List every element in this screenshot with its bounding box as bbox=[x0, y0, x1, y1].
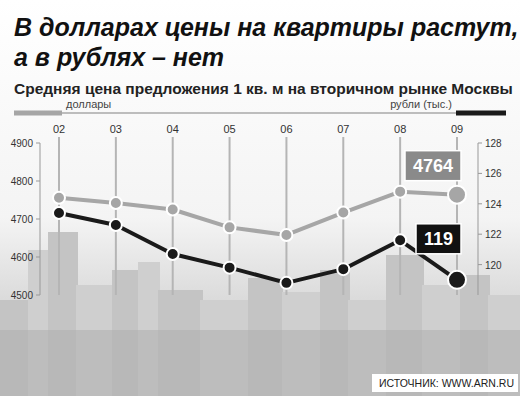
x-tick-label: 04 bbox=[167, 123, 179, 135]
y-tick bbox=[36, 143, 40, 144]
annotation-box bbox=[405, 151, 461, 181]
ground bbox=[0, 330, 520, 396]
y-tick-label: 4900 bbox=[11, 138, 34, 149]
point bbox=[337, 207, 349, 219]
grid-line bbox=[115, 137, 117, 295]
y-tick bbox=[36, 181, 40, 182]
y2-tick bbox=[478, 203, 482, 204]
title: В долларах цены на квартиры растут,а в р… bbox=[14, 13, 518, 71]
x-tick-label: 08 bbox=[394, 123, 406, 135]
y-tick-label: 4800 bbox=[11, 176, 34, 187]
y-tick-label: 4500 bbox=[11, 290, 34, 301]
point bbox=[167, 204, 179, 216]
y2-tick-label: 124 bbox=[485, 199, 502, 210]
x-tick-label: 09 bbox=[451, 123, 463, 135]
y2-axis bbox=[478, 143, 479, 295]
chart: В долларах цены на квартиры растут,а в р… bbox=[0, 0, 520, 396]
x-tick-label: 07 bbox=[337, 123, 349, 135]
point bbox=[110, 197, 122, 209]
annotation: 4764 bbox=[413, 156, 453, 176]
y-tick bbox=[36, 257, 40, 258]
y-tick bbox=[36, 219, 40, 220]
annotation-box bbox=[416, 224, 461, 254]
grid-line bbox=[285, 137, 287, 295]
point bbox=[224, 221, 236, 233]
y-tick-label: 4600 bbox=[11, 252, 34, 263]
point bbox=[448, 271, 466, 289]
y2-tick-label: 128 bbox=[485, 138, 502, 149]
y2-tick-label: 120 bbox=[485, 260, 502, 271]
point bbox=[224, 262, 236, 274]
point bbox=[337, 263, 349, 275]
y2-tick-label: 126 bbox=[485, 168, 502, 179]
x-tick-label: 02 bbox=[53, 123, 65, 135]
point bbox=[53, 207, 65, 219]
point bbox=[280, 277, 292, 289]
background bbox=[0, 0, 520, 396]
legend-swatch bbox=[14, 111, 62, 116]
y-tick bbox=[36, 295, 40, 296]
legend-rule bbox=[14, 112, 506, 114]
point bbox=[448, 186, 466, 204]
annotation: 119 bbox=[424, 229, 453, 249]
point bbox=[394, 234, 406, 246]
legend-label: доллары bbox=[66, 98, 111, 110]
series-line bbox=[59, 192, 457, 235]
subtitle: Средняя цена предложения 1 кв. м на втор… bbox=[14, 80, 513, 97]
y2-tick bbox=[478, 234, 482, 235]
plot-area bbox=[53, 186, 466, 289]
skyline bbox=[0, 232, 520, 396]
x-tick-label: 06 bbox=[280, 123, 292, 135]
source-box bbox=[372, 374, 518, 392]
legend-swatch bbox=[456, 111, 506, 116]
point bbox=[167, 248, 179, 260]
y2-tick bbox=[478, 264, 482, 265]
title-line: В долларах цены на квартиры растут, bbox=[14, 13, 518, 41]
point bbox=[394, 186, 406, 198]
grid-line bbox=[399, 137, 401, 295]
y2-tick bbox=[478, 143, 482, 144]
title-line: а в рублях – нет bbox=[14, 43, 224, 71]
series-line bbox=[59, 213, 457, 283]
point bbox=[110, 219, 122, 231]
point bbox=[280, 229, 292, 241]
chart-wrap: В долларах цены на квартиры растут,а в р… bbox=[0, 0, 520, 396]
y2-tick-label: 122 bbox=[485, 229, 502, 240]
x-tick-label: 05 bbox=[223, 123, 235, 135]
x-tick-label: 03 bbox=[110, 123, 122, 135]
y2-tick bbox=[478, 173, 482, 174]
point bbox=[53, 192, 65, 204]
source: ИСТОЧНИК: WWW.ARN.RU bbox=[379, 377, 514, 389]
y-tick-label: 4700 bbox=[11, 214, 34, 225]
legend-label: рубли (тыс.) bbox=[390, 98, 452, 110]
